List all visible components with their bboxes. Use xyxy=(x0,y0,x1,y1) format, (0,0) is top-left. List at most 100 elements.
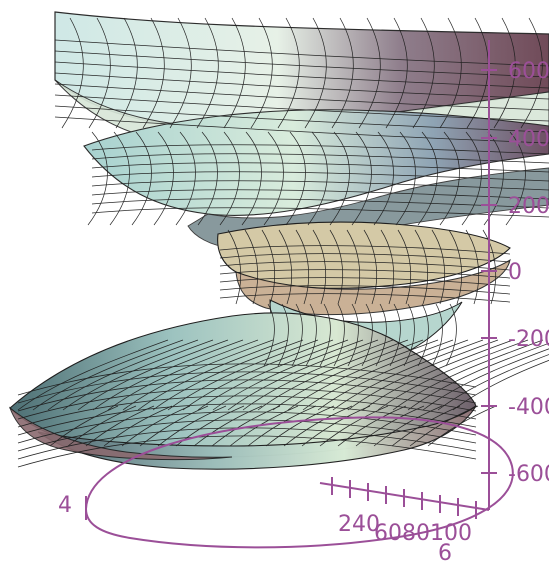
mesh-line-lower xyxy=(167,339,319,411)
mesh-line-lower xyxy=(227,339,379,411)
mesh-line-top xyxy=(223,17,246,129)
mesh-line-upper xyxy=(351,131,372,226)
mesh-line-bottom xyxy=(157,405,227,447)
mesh-line-middle xyxy=(244,229,258,305)
z-axis-tick-label: -200 xyxy=(508,327,549,352)
mesh-line-bottom xyxy=(193,405,263,447)
mesh-line-bottom xyxy=(175,405,245,447)
mesh-band-middle xyxy=(219,245,511,255)
mesh-line-lower xyxy=(17,339,169,411)
mesh-band-upper xyxy=(91,207,549,218)
mesh-line-lower xyxy=(197,339,349,411)
mesh-line-lower xyxy=(362,339,514,411)
mesh-line-neck xyxy=(319,303,331,367)
mesh-line-bottom xyxy=(409,405,479,447)
mesh-line-neck xyxy=(445,303,457,367)
mesh-line-lower xyxy=(287,339,439,411)
mesh-line-upper xyxy=(263,131,284,226)
mesh-line-lower xyxy=(92,339,244,411)
mesh-line-middle xyxy=(329,229,343,305)
mesh-line-top xyxy=(196,17,219,129)
mesh-line-bottom xyxy=(49,405,119,447)
mesh-band-lower xyxy=(17,363,477,396)
mesh-line-lower xyxy=(122,339,274,411)
z-axis-tick-label: -600 xyxy=(508,462,549,487)
mesh-line-lower xyxy=(182,339,334,411)
z-axis-tick-label: 600 xyxy=(508,59,549,84)
mesh-band-lower xyxy=(17,395,477,428)
mesh-line-top xyxy=(331,17,354,129)
mesh-line-upper xyxy=(197,131,218,226)
mesh-band-middle xyxy=(219,261,511,271)
mesh-line-bottom xyxy=(337,405,407,447)
mesh-line-upper xyxy=(329,131,350,226)
mesh-line-top xyxy=(115,17,138,129)
mesh-line-upper xyxy=(241,131,262,226)
mesh-line-upper xyxy=(373,131,394,226)
mesh-line-lower xyxy=(272,339,424,411)
mesh-line-bottom xyxy=(67,405,137,447)
mesh-band-lower xyxy=(17,435,477,468)
mesh-band-upper xyxy=(91,171,549,182)
mesh-line-middle xyxy=(397,229,411,305)
mesh-line-lower xyxy=(452,359,549,411)
mesh-line-lower xyxy=(422,348,549,411)
mesh-line-neck xyxy=(417,303,429,367)
mesh-band-top xyxy=(54,105,549,133)
mesh-band-middle xyxy=(219,285,511,295)
mesh-line-lower xyxy=(107,339,259,411)
mesh-line-top xyxy=(439,17,462,129)
mesh-line-bottom xyxy=(319,405,389,447)
mesh-line-neck xyxy=(347,303,359,367)
mesh-line-lower xyxy=(77,339,229,411)
x-axis-tick-label: 100 xyxy=(430,521,472,546)
mesh-line-bottom xyxy=(301,405,371,447)
mesh-line-top xyxy=(493,17,516,129)
mesh-band-middle xyxy=(219,277,511,287)
mesh-line-bottom xyxy=(103,405,173,447)
mesh-line-lower xyxy=(332,339,484,411)
mesh-line-middle xyxy=(278,229,292,305)
mesh-line-neck xyxy=(431,303,443,367)
mesh-line-top xyxy=(277,17,300,129)
mesh-band-lower xyxy=(17,371,477,404)
mesh-band-upper xyxy=(91,180,549,191)
mesh-band-upper xyxy=(91,153,549,164)
mesh-band-lower xyxy=(17,419,477,452)
mesh-line-middle xyxy=(482,229,496,305)
mesh-band-top xyxy=(54,50,549,78)
surface-mesh[interactable] xyxy=(8,11,549,470)
mesh-line-neck xyxy=(333,303,345,367)
mesh-line-middle xyxy=(261,229,275,305)
mesh-line-bottom xyxy=(211,405,281,447)
mesh-line-upper xyxy=(285,131,306,226)
mesh-line-top xyxy=(412,17,435,129)
mesh-line-lower xyxy=(212,339,364,411)
mesh-line-top xyxy=(88,17,111,129)
mesh-line-neck xyxy=(389,303,401,367)
x-axis-tick-label: 6080 xyxy=(374,521,430,546)
mesh-line-top xyxy=(169,17,192,129)
mesh-line-lower xyxy=(242,339,394,411)
mesh-band-top xyxy=(54,83,549,111)
mesh-line-upper xyxy=(439,131,460,226)
mesh-line-upper xyxy=(131,131,152,226)
mesh-line-middle xyxy=(363,229,377,305)
mesh-line-middle xyxy=(227,229,241,305)
mesh-line-middle xyxy=(312,229,326,305)
mesh-line-upper xyxy=(219,131,240,226)
mesh-band-upper xyxy=(91,198,549,209)
mesh-line-neck xyxy=(375,303,387,367)
mesh-band-lower xyxy=(17,411,477,444)
mesh-line-lower xyxy=(377,339,529,411)
mesh-band-lower xyxy=(17,427,477,460)
mesh-band-upper xyxy=(91,189,549,200)
mesh-line-top xyxy=(61,17,84,129)
mesh-band-middle xyxy=(219,293,511,303)
mesh-line-lower xyxy=(437,353,549,411)
mesh-band-upper xyxy=(91,162,549,173)
mesh-line-middle xyxy=(465,229,479,305)
